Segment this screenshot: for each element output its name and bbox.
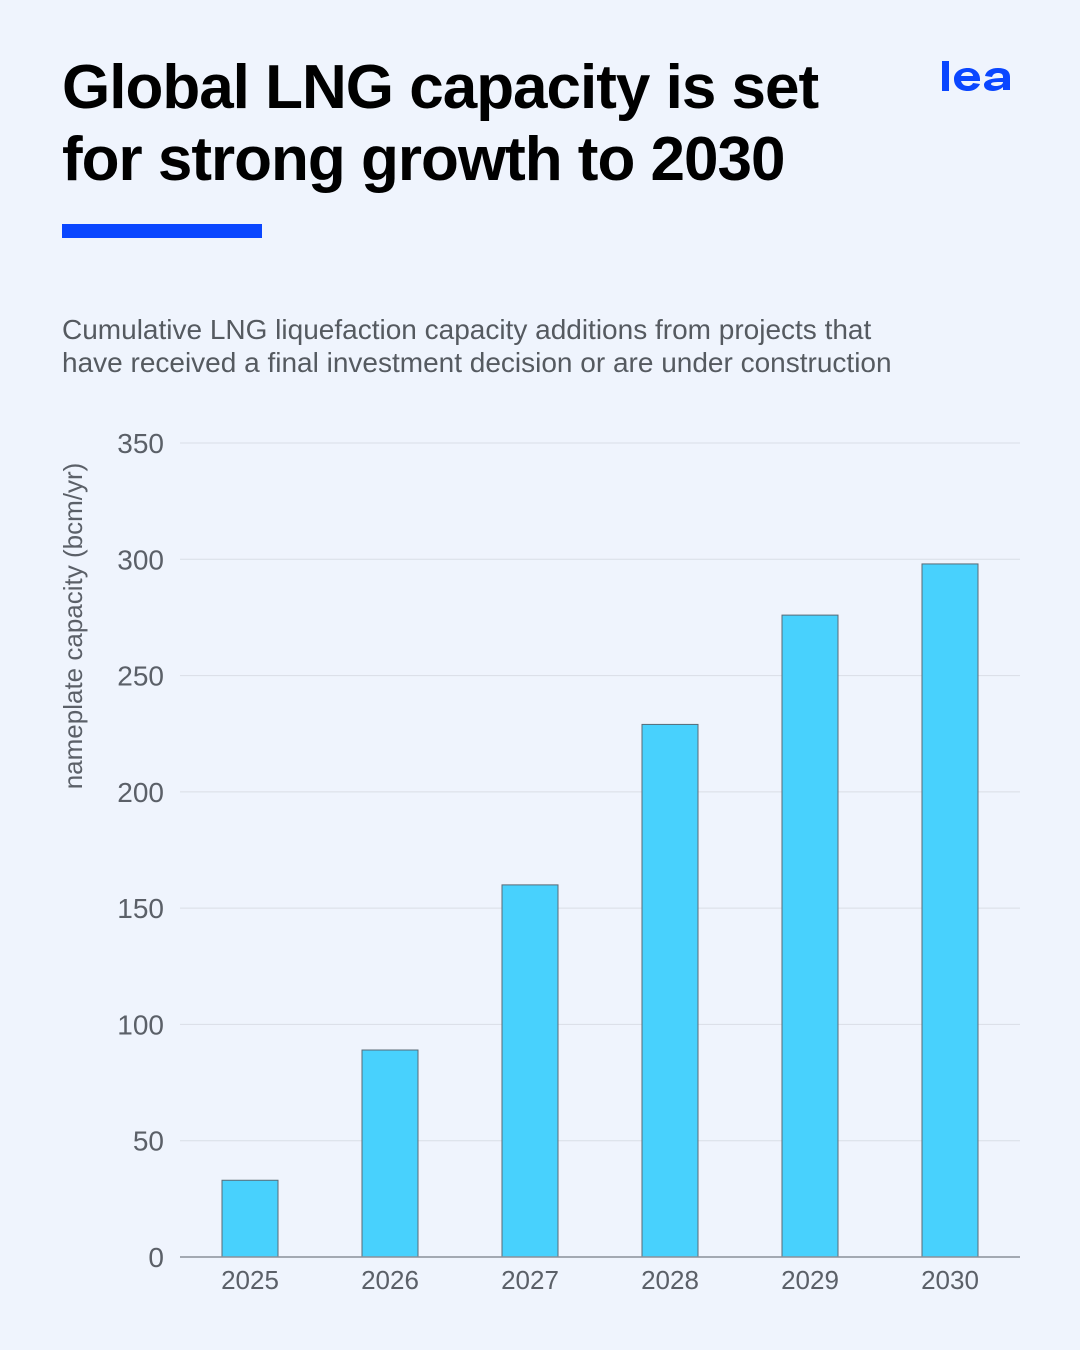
chart-title-line-1: Global LNG capacity is set	[62, 53, 819, 122]
iea-logo	[942, 61, 1010, 91]
bar-2027	[501, 884, 559, 1258]
chart-subtitle-line-1: Cumulative LNG liquefaction capacity add…	[62, 314, 872, 345]
x-tick-label: 2030	[921, 1265, 979, 1295]
x-tick-label: 2029	[781, 1265, 839, 1295]
x-tick-label: 2025	[221, 1265, 279, 1295]
y-tick-label: 350	[117, 428, 164, 459]
y-tick-label: 50	[133, 1126, 164, 1157]
x-tick-label: 2027	[501, 1265, 559, 1295]
chart-title-line-2: for strong growth to 2030	[62, 125, 785, 194]
bars	[221, 563, 979, 1258]
bar-2029	[781, 614, 839, 1258]
y-tick-label: 300	[117, 544, 164, 575]
bar-2025	[221, 1179, 279, 1258]
y-tick-label: 0	[148, 1242, 164, 1273]
bar-2026	[361, 1049, 419, 1258]
chart-subtitle: Cumulative LNG liquefaction capacity add…	[62, 313, 1022, 379]
bar-2030	[921, 563, 979, 1258]
y-axis-label: nameplate capacity (bcm/yr)	[58, 463, 88, 790]
x-axis-ticks: 2025 2026 2027 2028 2029 2030	[221, 1265, 979, 1295]
y-tick-label: 150	[117, 893, 164, 924]
x-tick-label: 2026	[361, 1265, 419, 1295]
chart-title: Global LNG capacity is set for strong gr…	[62, 52, 902, 196]
y-tick-label: 250	[117, 661, 164, 692]
bar-2028	[641, 723, 699, 1258]
y-axis-ticks: 0 50 100 150 200 250 300 350	[117, 428, 164, 1273]
chart-subtitle-line-2: have received a final investment decisio…	[62, 347, 892, 378]
title-accent-bar	[62, 224, 262, 238]
x-tick-label: 2028	[641, 1265, 699, 1295]
y-tick-label: 100	[117, 1009, 164, 1040]
y-tick-label: 200	[117, 777, 164, 808]
gridlines	[180, 442, 1020, 1142]
